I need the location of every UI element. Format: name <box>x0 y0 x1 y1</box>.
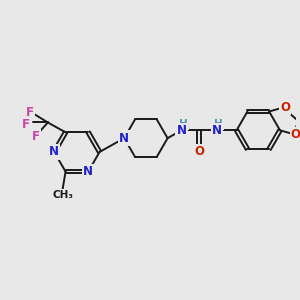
Text: H: H <box>179 119 188 129</box>
Text: F: F <box>26 106 34 119</box>
Text: N: N <box>119 132 129 145</box>
Text: N: N <box>49 146 59 158</box>
Text: O: O <box>291 128 300 141</box>
Text: H: H <box>214 119 223 129</box>
Text: N: N <box>212 124 222 137</box>
Text: F: F <box>22 118 30 131</box>
Text: N: N <box>83 165 93 178</box>
Text: O: O <box>280 101 290 114</box>
Text: CH₃: CH₃ <box>52 190 73 200</box>
Text: F: F <box>32 130 40 143</box>
Text: N: N <box>176 124 186 137</box>
Text: O: O <box>194 146 204 158</box>
